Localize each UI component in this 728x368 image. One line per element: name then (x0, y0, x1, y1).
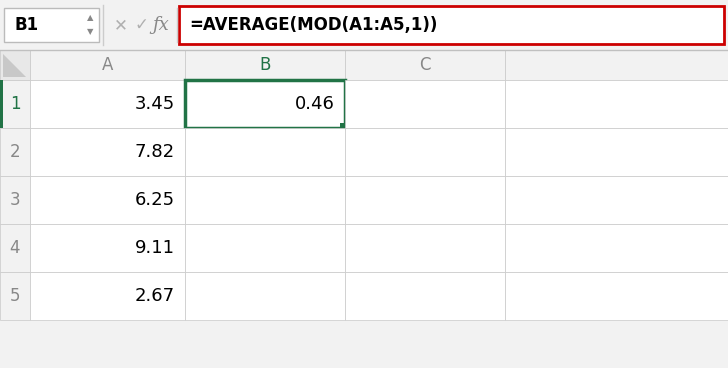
Bar (505, 128, 728, 176)
Bar (0, 80, 2, 128)
Text: 9.11: 9.11 (135, 239, 175, 257)
Bar (505, 80, 728, 128)
Text: 4: 4 (9, 239, 20, 257)
Bar (0, 128, 30, 176)
Bar (185, 50, 345, 80)
Text: ▼: ▼ (87, 28, 93, 36)
Bar (30, 176, 185, 224)
Bar (0, 272, 30, 320)
Bar (345, 128, 505, 176)
Bar (185, 224, 345, 272)
Bar (30, 272, 185, 320)
Text: ▲: ▲ (87, 14, 93, 22)
Bar (0, 80, 30, 128)
Bar (345, 224, 505, 272)
Text: 2: 2 (9, 143, 20, 161)
Text: =AVERAGE(MOD(A1:A5,1)): =AVERAGE(MOD(A1:A5,1)) (189, 16, 438, 34)
Text: 2.67: 2.67 (135, 287, 175, 305)
Text: ✓: ✓ (134, 16, 148, 34)
Bar (505, 272, 728, 320)
Bar (345, 176, 505, 224)
Bar (185, 80, 345, 128)
Text: 5: 5 (9, 287, 20, 305)
Bar (30, 128, 185, 176)
Bar (505, 176, 728, 224)
Bar (179, 6, 724, 44)
Text: 6.25: 6.25 (135, 191, 175, 209)
Bar (185, 272, 345, 320)
Bar (0, 176, 30, 224)
Text: 1: 1 (9, 95, 20, 113)
Text: A: A (102, 56, 113, 74)
Polygon shape (3, 54, 26, 77)
Bar (0, 50, 30, 80)
Bar (345, 80, 505, 128)
Text: ✕: ✕ (114, 16, 128, 34)
Text: 7.82: 7.82 (135, 143, 175, 161)
Bar (185, 80, 345, 128)
Bar (340, 123, 346, 129)
Bar (30, 224, 185, 272)
Bar (185, 128, 345, 176)
Text: C: C (419, 56, 431, 74)
Bar (505, 50, 728, 80)
Bar (30, 80, 185, 128)
Bar (345, 272, 505, 320)
Bar (505, 224, 728, 272)
Text: 3.45: 3.45 (135, 95, 175, 113)
Bar (185, 176, 345, 224)
Bar (0, 224, 30, 272)
Bar (345, 50, 505, 80)
Text: 3: 3 (9, 191, 20, 209)
Text: B1: B1 (14, 16, 38, 34)
Bar (0, 0, 728, 50)
Text: ƒx: ƒx (153, 16, 170, 34)
Bar (4, 8, 99, 42)
Bar (30, 50, 185, 80)
Text: B: B (259, 56, 271, 74)
Text: 0.46: 0.46 (295, 95, 335, 113)
